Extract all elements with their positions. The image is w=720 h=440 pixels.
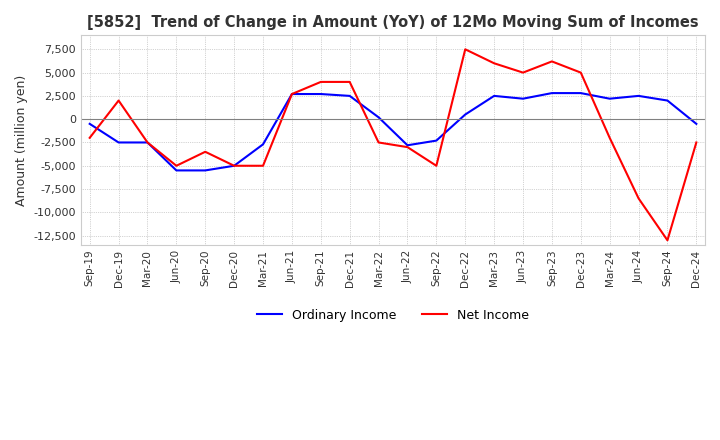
Ordinary Income (258, 142, 267, 147)
Net Income (663, 238, 672, 243)
Net Income (577, 70, 585, 75)
Ordinary Income (230, 163, 238, 169)
Ordinary Income (114, 140, 123, 145)
Net Income (634, 196, 643, 201)
Title: [5852]  Trend of Change in Amount (YoY) of 12Mo Moving Sum of Incomes: [5852] Trend of Change in Amount (YoY) o… (87, 15, 699, 30)
Ordinary Income (346, 93, 354, 99)
Net Income (317, 79, 325, 84)
Ordinary Income (172, 168, 181, 173)
Net Income (86, 135, 94, 140)
Net Income (230, 163, 238, 169)
Ordinary Income (548, 91, 557, 96)
Net Income (114, 98, 123, 103)
Ordinary Income (490, 93, 498, 99)
Ordinary Income (86, 121, 94, 126)
Ordinary Income (432, 138, 441, 143)
Y-axis label: Amount (million yen): Amount (million yen) (15, 74, 28, 206)
Line: Ordinary Income: Ordinary Income (90, 93, 696, 170)
Ordinary Income (634, 93, 643, 99)
Net Income (287, 92, 296, 97)
Net Income (172, 163, 181, 169)
Ordinary Income (287, 92, 296, 97)
Net Income (374, 140, 383, 145)
Ordinary Income (374, 115, 383, 120)
Net Income (490, 61, 498, 66)
Ordinary Income (692, 121, 701, 126)
Net Income (432, 163, 441, 169)
Net Income (403, 144, 412, 150)
Net Income (258, 163, 267, 169)
Net Income (201, 149, 210, 154)
Ordinary Income (606, 96, 614, 101)
Ordinary Income (577, 91, 585, 96)
Ordinary Income (403, 143, 412, 148)
Net Income (461, 47, 469, 52)
Net Income (692, 140, 701, 145)
Ordinary Income (317, 92, 325, 97)
Ordinary Income (143, 140, 152, 145)
Net Income (143, 140, 152, 145)
Net Income (606, 135, 614, 140)
Net Income (346, 79, 354, 84)
Ordinary Income (663, 98, 672, 103)
Legend: Ordinary Income, Net Income: Ordinary Income, Net Income (252, 304, 534, 327)
Net Income (548, 59, 557, 64)
Ordinary Income (201, 168, 210, 173)
Ordinary Income (461, 112, 469, 117)
Line: Net Income: Net Income (90, 49, 696, 240)
Ordinary Income (518, 96, 527, 101)
Net Income (518, 70, 527, 75)
